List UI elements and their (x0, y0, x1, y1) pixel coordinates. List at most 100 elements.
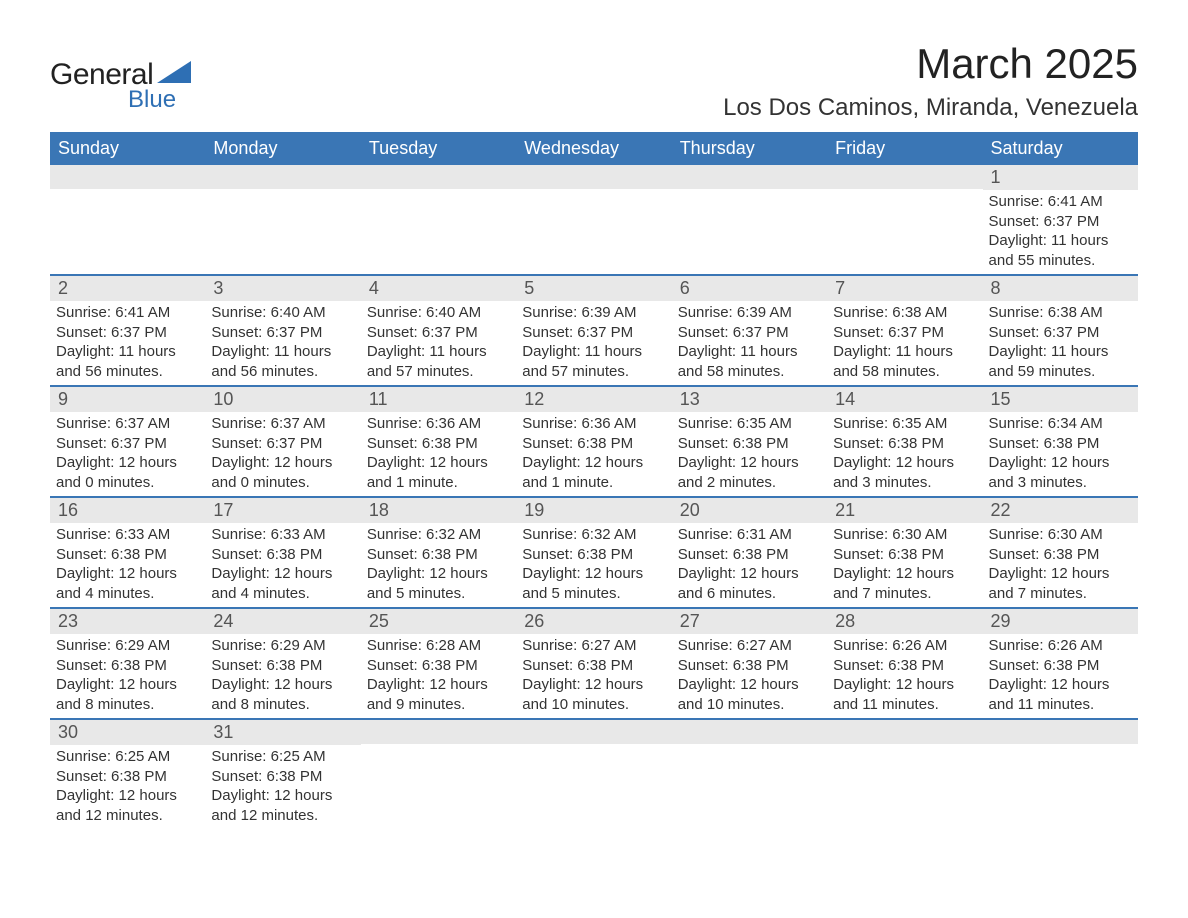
sunset-text: Sunset: 6:38 PM (367, 656, 510, 676)
col-saturday: Saturday (983, 132, 1138, 165)
day-number: 6 (672, 276, 827, 301)
calendar-day-cell: 12Sunrise: 6:36 AMSunset: 6:38 PMDayligh… (516, 386, 671, 497)
month-title: March 2025 (723, 40, 1138, 88)
sunset-text: Sunset: 6:37 PM (56, 434, 199, 454)
col-tuesday: Tuesday (361, 132, 516, 165)
day-details (361, 189, 516, 267)
daylight-text-2: and 5 minutes. (367, 584, 510, 604)
sunset-text: Sunset: 6:38 PM (211, 545, 354, 565)
day-number: 8 (983, 276, 1138, 301)
calendar-table: Sunday Monday Tuesday Wednesday Thursday… (50, 132, 1138, 829)
daylight-text-2: and 3 minutes. (989, 473, 1132, 493)
daylight-text-2: and 0 minutes. (211, 473, 354, 493)
sunrise-text: Sunrise: 6:39 AM (522, 303, 665, 323)
weekday-header-row: Sunday Monday Tuesday Wednesday Thursday… (50, 132, 1138, 165)
sunset-text: Sunset: 6:38 PM (367, 545, 510, 565)
brand-logo: General Blue (50, 58, 191, 114)
daylight-text-1: Daylight: 12 hours (522, 453, 665, 473)
daylight-text-2: and 8 minutes. (211, 695, 354, 715)
calendar-week-row: 16Sunrise: 6:33 AMSunset: 6:38 PMDayligh… (50, 497, 1138, 608)
sunrise-text: Sunrise: 6:36 AM (367, 414, 510, 434)
day-number (361, 720, 516, 744)
calendar-day-cell: 17Sunrise: 6:33 AMSunset: 6:38 PMDayligh… (205, 497, 360, 608)
calendar-day-cell: 1Sunrise: 6:41 AMSunset: 6:37 PMDaylight… (983, 165, 1138, 275)
sunrise-text: Sunrise: 6:34 AM (989, 414, 1132, 434)
calendar-day-cell: 24Sunrise: 6:29 AMSunset: 6:38 PMDayligh… (205, 608, 360, 719)
calendar-day-cell (983, 719, 1138, 829)
day-details (516, 189, 671, 267)
sunset-text: Sunset: 6:38 PM (833, 434, 976, 454)
daylight-text-1: Daylight: 11 hours (211, 342, 354, 362)
sunrise-text: Sunrise: 6:37 AM (56, 414, 199, 434)
day-details (983, 744, 1138, 822)
day-number: 25 (361, 609, 516, 634)
day-number: 24 (205, 609, 360, 634)
sunrise-text: Sunrise: 6:41 AM (56, 303, 199, 323)
day-details (827, 189, 982, 267)
day-number: 28 (827, 609, 982, 634)
day-details: Sunrise: 6:28 AMSunset: 6:38 PMDaylight:… (361, 634, 516, 718)
calendar-day-cell: 19Sunrise: 6:32 AMSunset: 6:38 PMDayligh… (516, 497, 671, 608)
daylight-text-2: and 57 minutes. (367, 362, 510, 382)
sunset-text: Sunset: 6:37 PM (211, 434, 354, 454)
day-number: 5 (516, 276, 671, 301)
col-sunday: Sunday (50, 132, 205, 165)
day-number: 23 (50, 609, 205, 634)
sunset-text: Sunset: 6:38 PM (989, 545, 1132, 565)
day-number: 9 (50, 387, 205, 412)
day-number: 19 (516, 498, 671, 523)
daylight-text-1: Daylight: 12 hours (211, 564, 354, 584)
day-number: 2 (50, 276, 205, 301)
day-number (361, 165, 516, 189)
sunset-text: Sunset: 6:38 PM (56, 656, 199, 676)
daylight-text-2: and 10 minutes. (678, 695, 821, 715)
daylight-text-2: and 9 minutes. (367, 695, 510, 715)
day-details: Sunrise: 6:31 AMSunset: 6:38 PMDaylight:… (672, 523, 827, 607)
calendar-day-cell (672, 719, 827, 829)
calendar-day-cell: 18Sunrise: 6:32 AMSunset: 6:38 PMDayligh… (361, 497, 516, 608)
daylight-text-2: and 55 minutes. (989, 251, 1132, 271)
sunrise-text: Sunrise: 6:26 AM (989, 636, 1132, 656)
calendar-day-cell (361, 719, 516, 829)
day-number (50, 165, 205, 189)
calendar-week-row: 23Sunrise: 6:29 AMSunset: 6:38 PMDayligh… (50, 608, 1138, 719)
sunrise-text: Sunrise: 6:32 AM (522, 525, 665, 545)
brand-text-blue: Blue (128, 86, 191, 114)
sunset-text: Sunset: 6:37 PM (989, 212, 1132, 232)
daylight-text-1: Daylight: 12 hours (989, 453, 1132, 473)
day-number: 4 (361, 276, 516, 301)
sunset-text: Sunset: 6:37 PM (522, 323, 665, 343)
calendar-day-cell: 10Sunrise: 6:37 AMSunset: 6:37 PMDayligh… (205, 386, 360, 497)
daylight-text-2: and 7 minutes. (989, 584, 1132, 604)
calendar-day-cell: 6Sunrise: 6:39 AMSunset: 6:37 PMDaylight… (672, 275, 827, 386)
day-number: 29 (983, 609, 1138, 634)
sunset-text: Sunset: 6:37 PM (678, 323, 821, 343)
calendar-day-cell (205, 165, 360, 275)
day-number: 3 (205, 276, 360, 301)
sunset-text: Sunset: 6:37 PM (989, 323, 1132, 343)
calendar-day-cell (516, 719, 671, 829)
calendar-day-cell: 31Sunrise: 6:25 AMSunset: 6:38 PMDayligh… (205, 719, 360, 829)
day-details: Sunrise: 6:38 AMSunset: 6:37 PMDaylight:… (827, 301, 982, 385)
daylight-text-2: and 7 minutes. (833, 584, 976, 604)
daylight-text-1: Daylight: 12 hours (678, 453, 821, 473)
day-details (672, 744, 827, 822)
daylight-text-2: and 56 minutes. (56, 362, 199, 382)
sunset-text: Sunset: 6:38 PM (678, 434, 821, 454)
calendar-day-cell: 30Sunrise: 6:25 AMSunset: 6:38 PMDayligh… (50, 719, 205, 829)
day-details (50, 189, 205, 267)
day-number (827, 720, 982, 744)
daylight-text-1: Daylight: 11 hours (367, 342, 510, 362)
sunrise-text: Sunrise: 6:35 AM (678, 414, 821, 434)
daylight-text-2: and 56 minutes. (211, 362, 354, 382)
sunrise-text: Sunrise: 6:40 AM (367, 303, 510, 323)
sunrise-text: Sunrise: 6:38 AM (989, 303, 1132, 323)
brand-triangle-icon (157, 61, 191, 88)
location-text: Los Dos Caminos, Miranda, Venezuela (723, 94, 1138, 122)
day-number (205, 165, 360, 189)
day-details (361, 744, 516, 822)
sunrise-text: Sunrise: 6:41 AM (989, 192, 1132, 212)
daylight-text-2: and 8 minutes. (56, 695, 199, 715)
day-details (205, 189, 360, 267)
sunrise-text: Sunrise: 6:29 AM (56, 636, 199, 656)
